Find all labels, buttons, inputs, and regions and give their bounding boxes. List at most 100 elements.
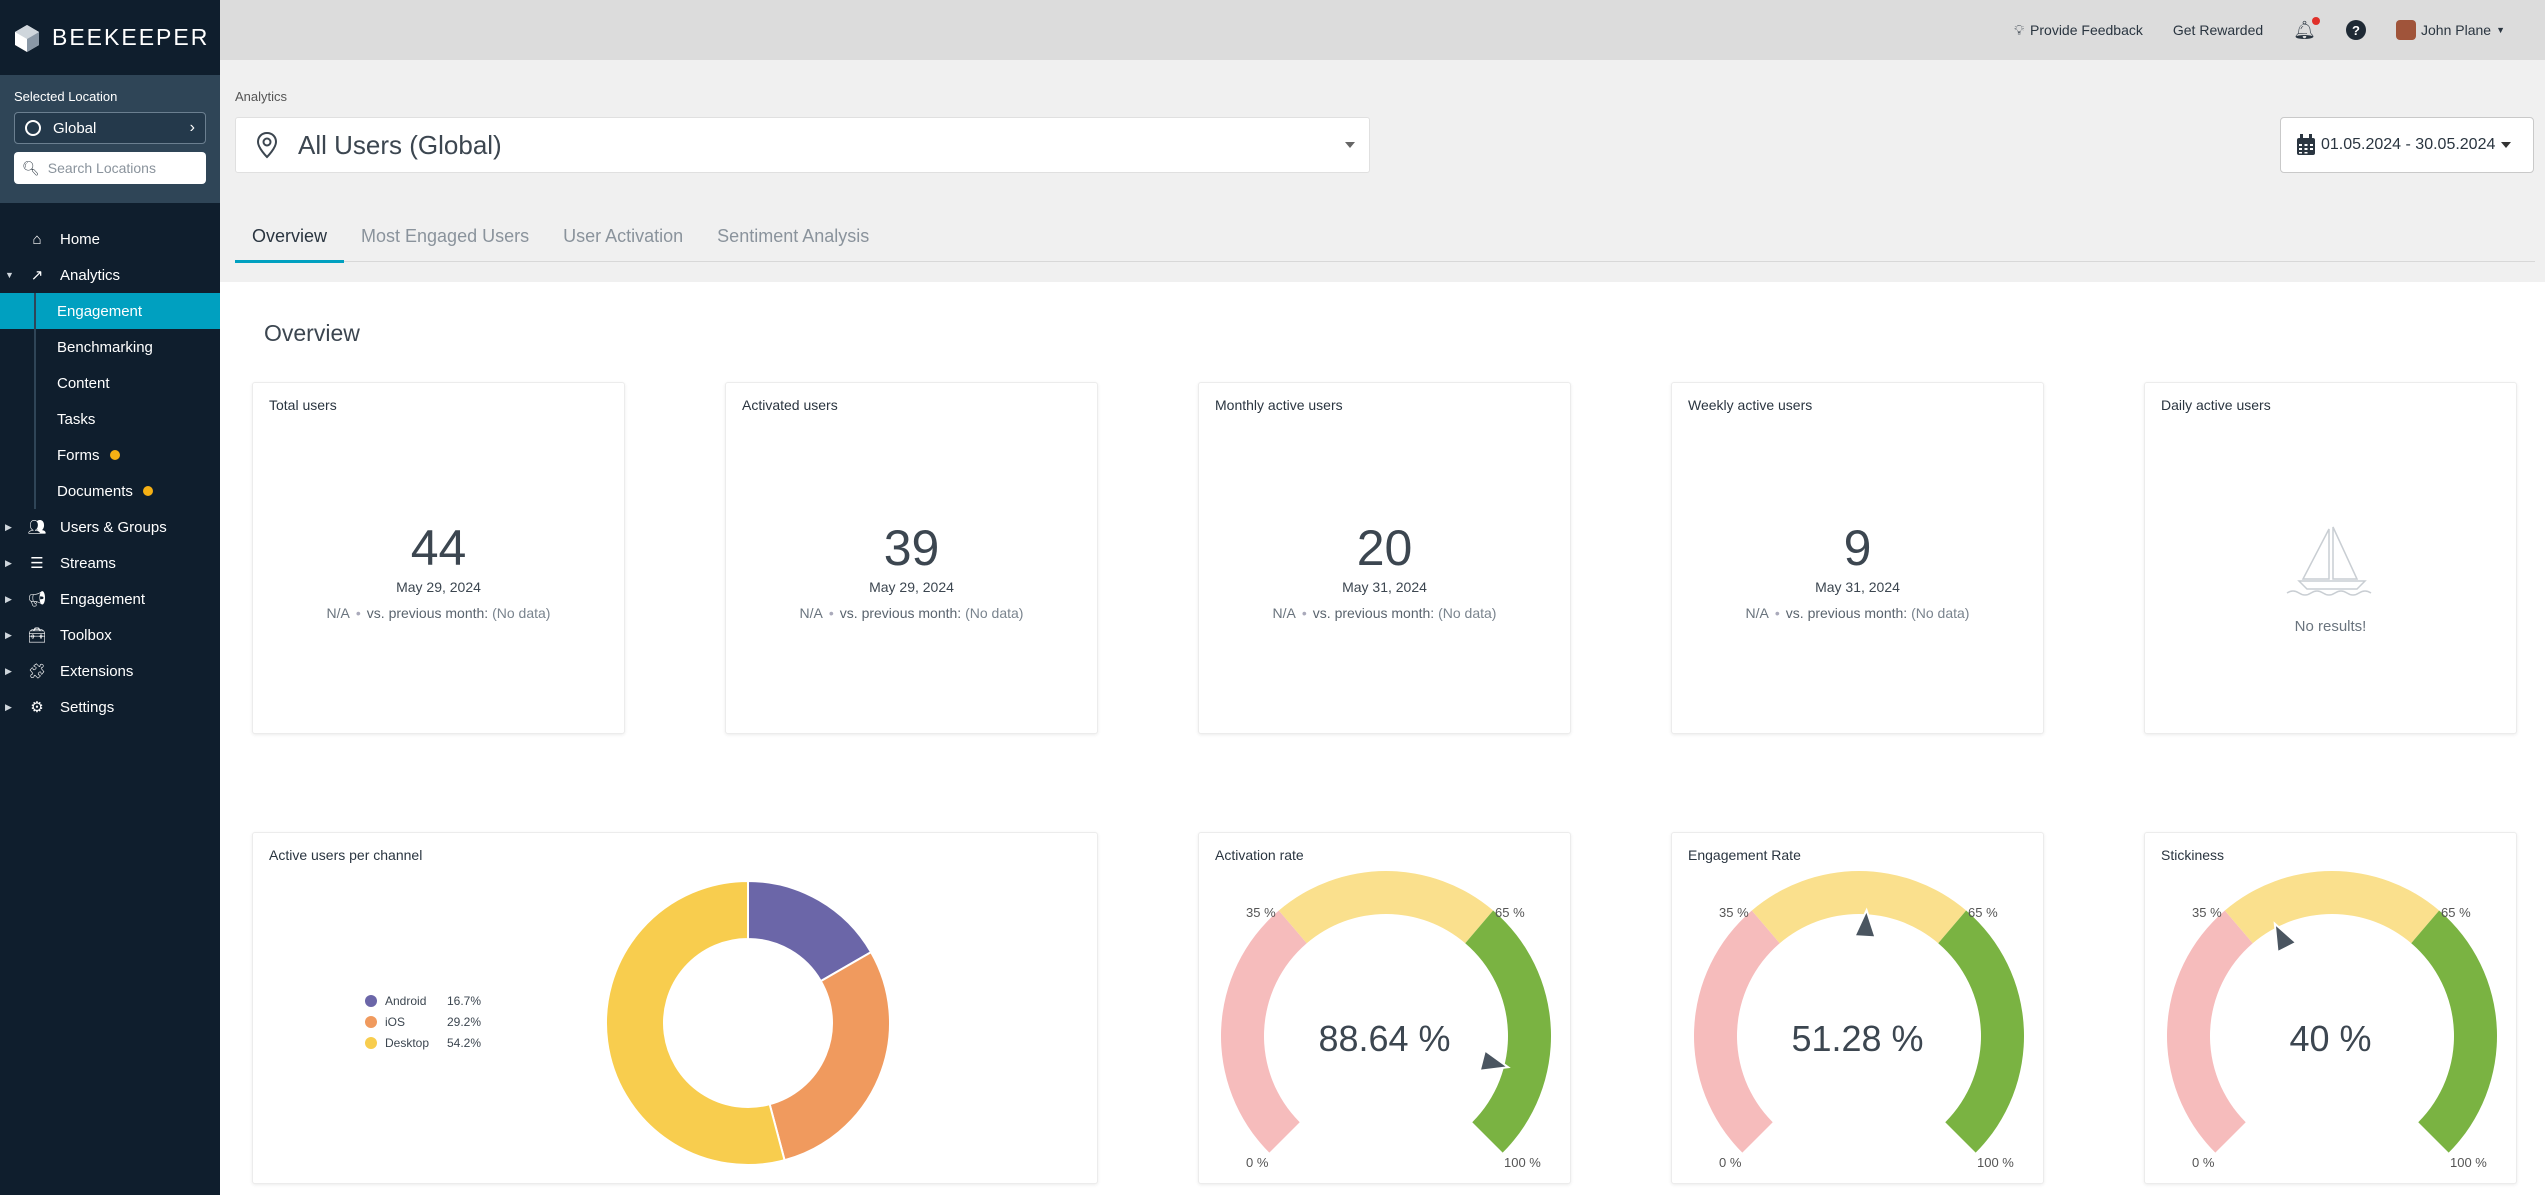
chart-line-icon: ↗ (30, 267, 44, 284)
stat-value: 20 (1356, 520, 1413, 576)
gauge-band-high (2411, 910, 2497, 1153)
card-title: Activated users (742, 397, 838, 413)
caret-right-icon: ▶ (5, 521, 12, 532)
nav-extensions[interactable]: ▶ 🧩︎ Extensions (0, 653, 220, 689)
nav-sub-label: Benchmarking (57, 338, 153, 356)
legend-item-android[interactable]: Android 16.7% (365, 990, 481, 1011)
beekeeper-logo-icon (15, 24, 39, 52)
legend-item-desktop[interactable]: Desktop 54.2% (365, 1032, 481, 1053)
nav-toolbox[interactable]: ▶ 🧰︎ Toolbox (0, 617, 220, 653)
nav: ⌂ Home ▼ ↗ Analytics Engagement Benchmar… (0, 203, 220, 725)
legend-name: Desktop (385, 1035, 430, 1050)
gear-icon: ⚙ (30, 699, 44, 716)
bell-icon: 🔔︎ (2293, 19, 2317, 40)
home-icon: ⌂ (32, 230, 42, 248)
list-icon: ☰ (30, 555, 44, 572)
dropdown-arrow-icon (2501, 142, 2512, 148)
user-group-selector[interactable]: All Users (Global) (235, 117, 1370, 173)
gauge-value: 88.64 % (1318, 1018, 1451, 1059)
nav-sub-content[interactable]: Content (0, 365, 220, 401)
stat-change: N/A (1272, 605, 1296, 621)
stickiness-gauge (2167, 871, 2497, 1153)
nav-sub-documents[interactable]: Documents (0, 473, 220, 509)
caret-right-icon: ▶ (5, 557, 12, 568)
search-icon: 🔍︎ (22, 159, 40, 176)
dropdown-arrow-icon (1345, 142, 1355, 148)
stat-no-data: (No data) (965, 605, 1024, 621)
location-search[interactable]: 🔍︎ (14, 152, 206, 184)
legend-swatch (365, 1036, 377, 1049)
topbar: 💡︎ Provide Feedback Get Rewarded 🔔︎ ? Jo… (220, 0, 2545, 60)
stat-card-monthly-active-users: Monthly active users 20 May 31, 2024 N/A… (1198, 382, 1571, 734)
provide-feedback-link[interactable]: 💡︎ Provide Feedback (2014, 22, 2143, 39)
nav-settings[interactable]: ▶ ⚙ Settings (0, 689, 220, 725)
user-name: John Plane (2421, 22, 2492, 38)
get-rewarded-link[interactable]: Get Rewarded (2173, 22, 2263, 38)
tab-sentiment-analysis[interactable]: Sentiment Analysis (717, 226, 870, 246)
nav-sub-label: Content (57, 374, 110, 392)
nav-sub-label: Documents (57, 482, 133, 500)
tab-most-engaged-users[interactable]: Most Engaged Users (361, 226, 530, 246)
nav-sub-tasks[interactable]: Tasks (0, 401, 220, 437)
users-icon: 👥︎ (27, 519, 47, 536)
user-menu[interactable]: John Plane ▼ (2396, 20, 2505, 40)
gauge-tick-35: 35 % (1246, 905, 1276, 920)
tab-user-activation[interactable]: User Activation (563, 226, 684, 246)
tab-overview[interactable]: Overview (235, 218, 345, 263)
help-button[interactable]: ? (2346, 20, 2367, 40)
stat-value: 44 (410, 520, 467, 576)
date-range-button[interactable]: 01.05.2024 - 30.05.2024 (2280, 117, 2534, 173)
legend-name: iOS (385, 1014, 406, 1029)
brand[interactable]: BEEKEEPER (0, 0, 220, 75)
gauge-pointer (2273, 921, 2298, 954)
nav-users-groups[interactable]: ▶ 👥︎ Users & Groups (0, 509, 220, 545)
stat-no-data: (No data) (492, 605, 551, 621)
sidebar: BEEKEEPER Selected Location Global › 🔍︎ … (0, 0, 220, 1195)
gauge-tick-35: 35 % (2192, 905, 2222, 920)
card-title: Total users (269, 397, 337, 413)
gauge-band-low (1221, 910, 1307, 1153)
caret-down-icon: ▼ (5, 270, 14, 280)
location-search-input[interactable] (47, 160, 188, 176)
nav-engagement-label: Engagement (60, 590, 146, 608)
notifications-button[interactable]: 🔔︎ (2293, 16, 2321, 41)
nav-sub-forms[interactable]: Forms (0, 437, 220, 473)
nav-analytics[interactable]: ▼ ↗ Analytics (0, 257, 220, 293)
stat-vs-label: vs. previous month: (839, 605, 962, 621)
gauge-tick-65: 65 % (1495, 905, 1525, 920)
gauge-band-high (1938, 910, 2024, 1153)
donut-slice-ios[interactable] (768, 950, 891, 1162)
calendar-icon (2297, 134, 2315, 155)
nav-streams-label: Streams (60, 554, 116, 572)
megaphone-icon: 📢︎ (27, 591, 47, 608)
provide-feedback-label: Provide Feedback (2030, 22, 2143, 38)
gauge-band-mid (1751, 871, 1967, 944)
legend-pct: 29.2% (447, 1014, 482, 1029)
location-selector-button[interactable]: Global › (14, 112, 206, 144)
gauge-tick-100: 100 % (1977, 1155, 2014, 1170)
gauge-tick-35: 35 % (1719, 905, 1749, 920)
legend-swatch (365, 1015, 377, 1028)
gauge-pointer (1853, 907, 1877, 939)
nav-sub-engagement[interactable]: Engagement (0, 293, 220, 329)
engagement-rate-gauge (1694, 871, 2024, 1153)
avatar (2396, 20, 2417, 40)
nav-sub-benchmarking[interactable]: Benchmarking (0, 329, 220, 365)
nav-home-label: Home (60, 230, 101, 248)
lightbulb-icon: 💡︎ (2014, 21, 2025, 38)
location-current: Global (53, 119, 97, 137)
stat-no-data: (No data) (1438, 605, 1497, 621)
stat-card-weekly-active-users: Weekly active users 9 May 31, 2024 N/A • v… (1671, 382, 2044, 734)
stat-card-total-users: Total users 44 May 29, 2024 N/A • vs. prev… (252, 382, 625, 734)
nav-sub-label: Tasks (57, 410, 96, 428)
nav-engagement[interactable]: ▶ 📢︎ Engagement (0, 581, 220, 617)
stat-card-daily-active-users: Daily active users No results! (2144, 382, 2517, 734)
donut-slice-desktop[interactable] (605, 879, 786, 1166)
notification-badge (2312, 16, 2321, 25)
nav-streams[interactable]: ▶ ☰ Streams (0, 545, 220, 581)
legend-item-ios[interactable]: iOS 29.2% (365, 1011, 481, 1032)
gauge-band-low (2167, 910, 2253, 1153)
caret-right-icon: ▶ (5, 593, 12, 604)
nav-home[interactable]: ⌂ Home (0, 221, 220, 257)
no-results-text: No results! (2294, 618, 2367, 635)
